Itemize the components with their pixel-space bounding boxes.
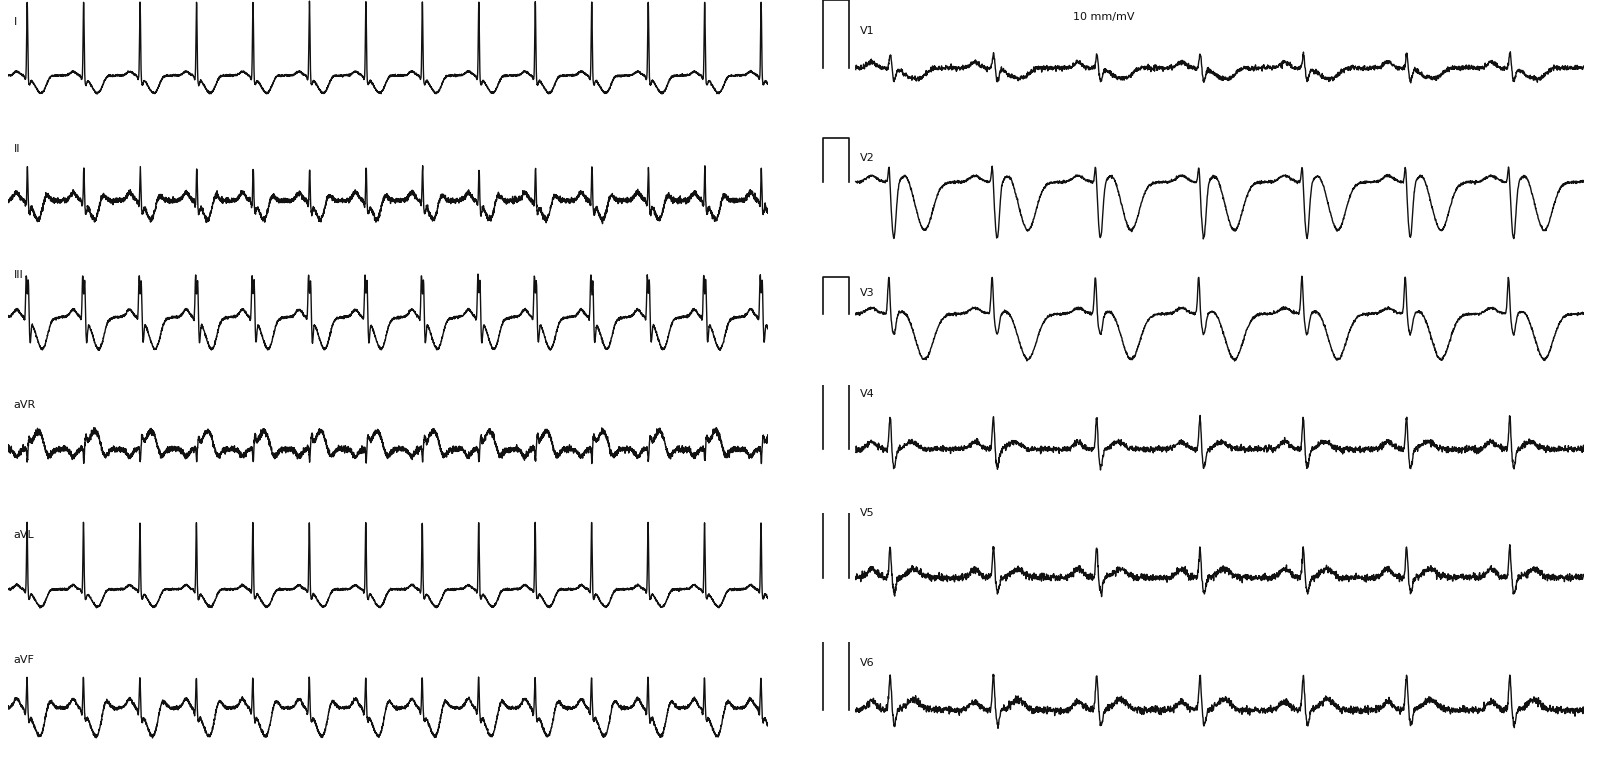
Text: aVF: aVF (14, 655, 35, 665)
Text: III: III (14, 270, 24, 280)
Text: aVR: aVR (14, 400, 37, 410)
Text: II: II (14, 144, 21, 154)
Text: I: I (14, 17, 18, 27)
Text: V2: V2 (859, 152, 875, 162)
Text: V3: V3 (859, 288, 874, 298)
Text: aVL: aVL (14, 530, 35, 540)
Text: V1: V1 (859, 25, 874, 35)
Text: 10 mm/mV: 10 mm/mV (1074, 12, 1134, 22)
Text: V5: V5 (859, 507, 874, 517)
Text: V6: V6 (859, 658, 874, 668)
Text: V4: V4 (859, 389, 875, 399)
